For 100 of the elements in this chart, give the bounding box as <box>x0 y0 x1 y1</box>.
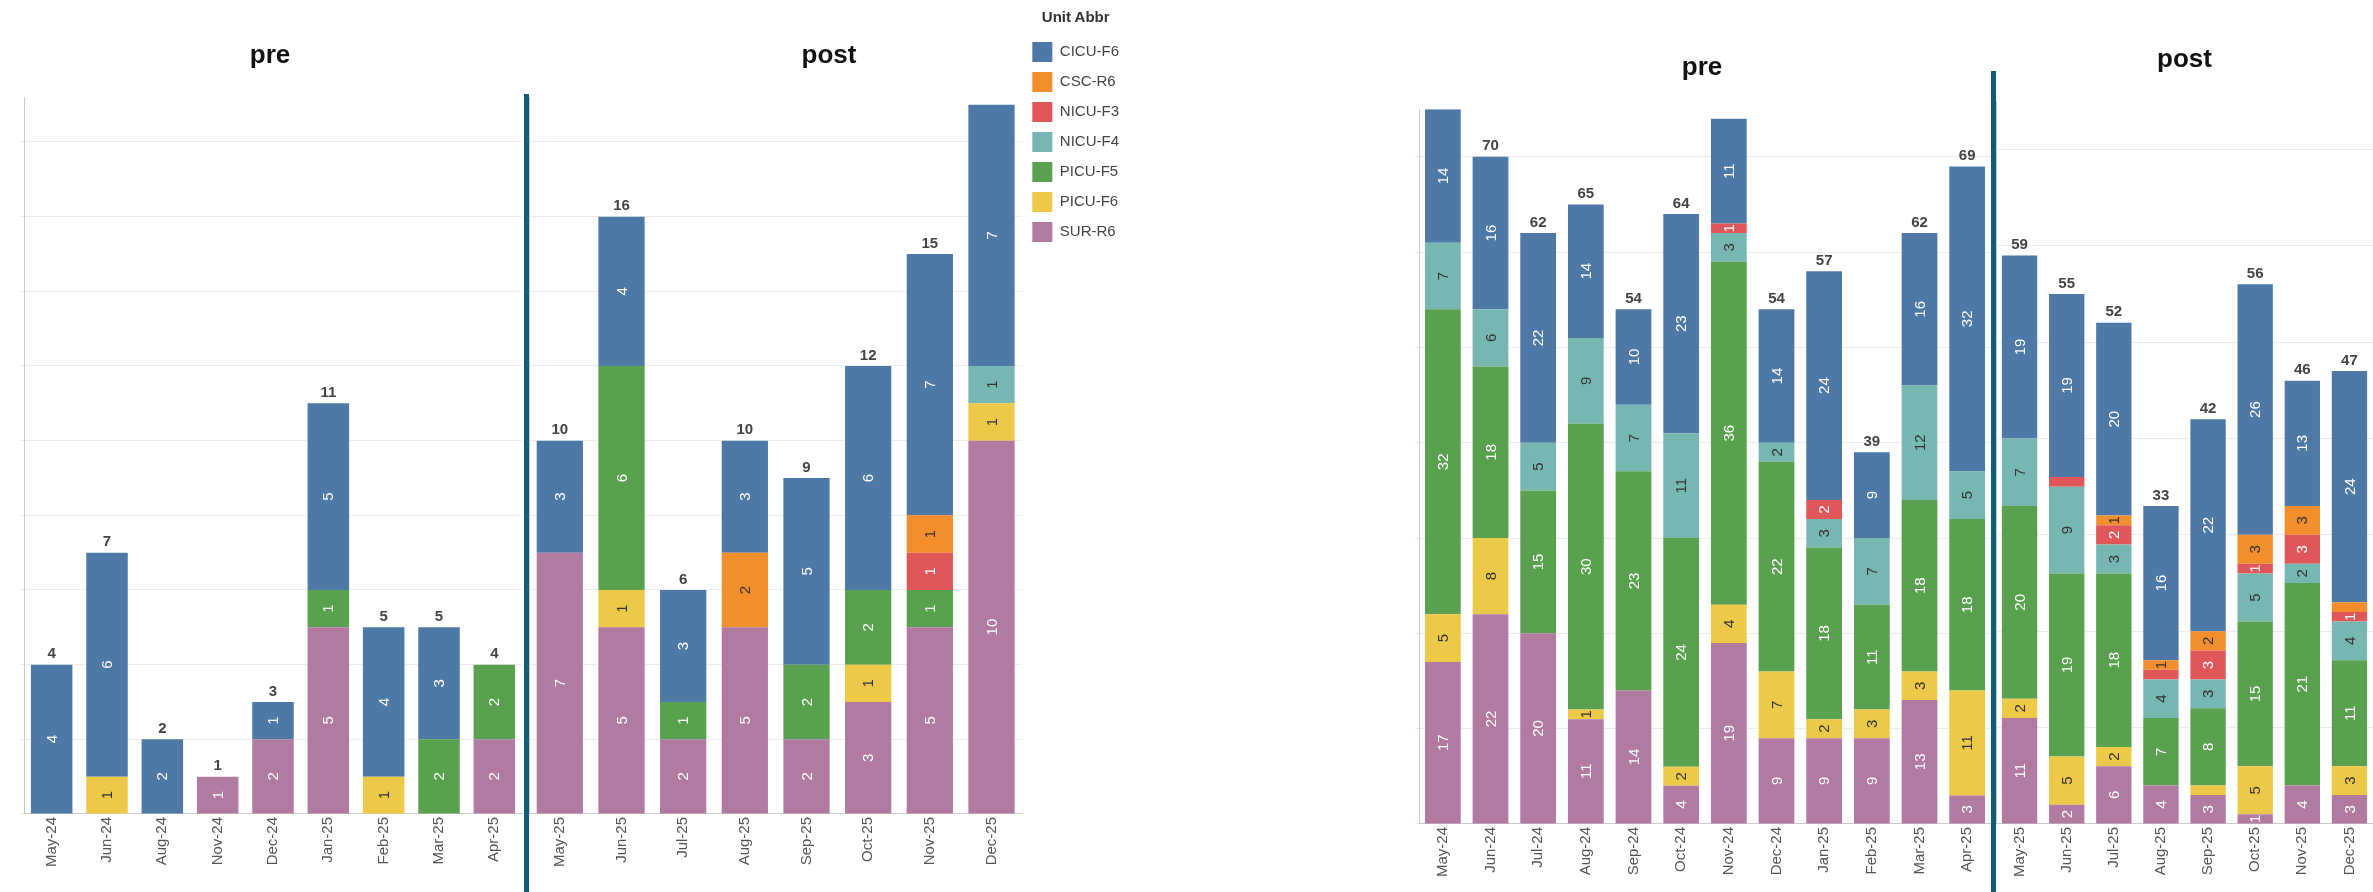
data-label: 20 <box>2104 410 2122 428</box>
bar <box>1615 404 1652 472</box>
bar <box>1806 499 1843 520</box>
bar <box>598 589 645 628</box>
data-label: 5 <box>1958 491 1976 500</box>
bar <box>418 739 460 814</box>
bar <box>1710 642 1747 824</box>
data-label: 1 <box>2152 660 2170 670</box>
bar <box>1806 519 1843 548</box>
bar <box>2049 573 2085 757</box>
bar <box>2331 621 2368 661</box>
data-label: 3 <box>2293 545 2311 554</box>
data-label: 2 <box>859 623 877 632</box>
bar <box>2237 766 2273 815</box>
bar <box>1615 471 1652 691</box>
data-label: 14 <box>1767 367 1785 385</box>
bar <box>2001 438 2038 506</box>
data-label: 32 <box>1958 310 1976 328</box>
data-label: 19 <box>1719 724 1737 742</box>
data-label: 2 <box>797 772 815 781</box>
data-label: 7 <box>982 231 1000 240</box>
data-label: 5 <box>319 716 337 725</box>
total-label: 15 <box>921 233 939 251</box>
data-label: 4 <box>2152 694 2170 703</box>
data-label: 8 <box>1481 572 1499 581</box>
bar <box>968 403 1015 441</box>
data-label: 3 <box>430 679 448 688</box>
data-label: 3 <box>1862 719 1880 729</box>
data-label: 2 <box>1767 448 1785 457</box>
total-label: 2 <box>158 718 167 736</box>
x-tick-label: Sep-24 <box>1623 826 1641 876</box>
legend-label: NICU-F4 <box>1059 132 1120 150</box>
bar <box>845 701 892 814</box>
bar <box>2331 795 2368 824</box>
data-label: 6 <box>98 660 116 669</box>
bar <box>1567 719 1604 824</box>
data-label: 7 <box>2010 468 2028 477</box>
data-label: 17 <box>1433 734 1451 752</box>
bar <box>536 552 583 814</box>
data-label: 16 <box>1481 224 1499 242</box>
bar <box>1520 233 1557 443</box>
bar <box>2143 669 2179 680</box>
bar <box>1806 271 1843 500</box>
bar <box>1853 709 1890 739</box>
bar <box>1663 785 1700 824</box>
bar <box>660 589 707 702</box>
data-label: 3 <box>2340 805 2358 814</box>
legend-label: CSC-R6 <box>1059 72 1116 90</box>
data-label: 5 <box>735 716 753 725</box>
bar <box>968 365 1015 404</box>
bar <box>2190 708 2226 786</box>
data-label: 24 <box>1815 377 1833 394</box>
bar <box>418 627 460 740</box>
data-label: 10 <box>1624 348 1642 366</box>
data-label: 14 <box>1433 167 1451 185</box>
bar <box>598 627 645 814</box>
x-tick-label: May-24 <box>41 816 59 868</box>
data-label: 5 <box>1529 462 1547 471</box>
total-label: 10 <box>551 420 569 438</box>
data-label: 3 <box>859 753 877 762</box>
total-label: 10 <box>736 420 754 438</box>
bar <box>473 664 516 740</box>
x-tick-label: Feb-25 <box>1861 826 1879 875</box>
chart-title: pre <box>1681 50 1723 81</box>
bar <box>1424 661 1461 824</box>
bar <box>2190 631 2226 651</box>
total-label: 54 <box>1768 288 1786 306</box>
data-label: 3 <box>735 492 753 501</box>
bar <box>1520 442 1557 491</box>
data-label: 9 <box>1815 776 1833 786</box>
bar <box>2096 322 2132 516</box>
data-label: 7 <box>1433 271 1451 281</box>
legend-label: CICU-F6 <box>1059 42 1120 60</box>
x-tick-label: Jul-24 <box>1528 826 1546 868</box>
legend-label: PICU-F5 <box>1059 162 1119 180</box>
bar <box>2284 534 2320 564</box>
data-label: 30 <box>1576 558 1594 575</box>
data-label: 3 <box>2104 554 2122 564</box>
data-label: 11 <box>1958 735 1976 751</box>
data-label: 4 <box>2152 800 2170 809</box>
bar <box>2284 505 2320 535</box>
bar <box>362 776 405 814</box>
bar <box>598 365 645 590</box>
bar <box>1949 795 1986 824</box>
data-label: 4 <box>1719 619 1737 629</box>
data-label: 1 <box>264 716 282 725</box>
bar <box>845 664 892 702</box>
data-label: 9 <box>1576 376 1594 385</box>
bar <box>1758 738 1795 824</box>
total-label: 5 <box>434 606 444 624</box>
data-label: 1 <box>674 716 692 725</box>
data-label: 2 <box>2010 704 2028 713</box>
data-label: 1 <box>1719 224 1737 233</box>
bar <box>1663 214 1700 434</box>
bar <box>2331 660 2368 767</box>
bar <box>2096 544 2132 574</box>
data-label: 2 <box>735 585 753 595</box>
bar <box>2143 505 2179 661</box>
bar <box>2049 477 2085 487</box>
data-label: 23 <box>1672 315 1690 332</box>
